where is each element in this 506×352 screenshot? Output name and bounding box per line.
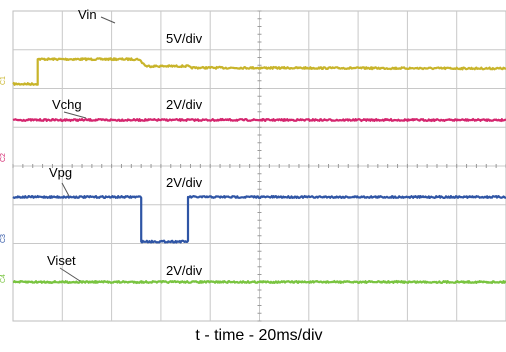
scale-label-viset: 2V/div bbox=[166, 263, 203, 278]
trace-label-vchg: Vchg bbox=[52, 97, 82, 112]
leader-line-vpg bbox=[61, 182, 70, 197]
scale-label-vchg: 2V/div bbox=[166, 97, 203, 112]
grid bbox=[12, 10, 506, 322]
scale-label-vin: 5V/div bbox=[166, 31, 203, 46]
leader-line-vchg bbox=[63, 111, 87, 119]
x-axis-label: t - time - 20ms/div bbox=[195, 327, 322, 344]
trace-label-viset: Viset bbox=[47, 253, 76, 268]
trace-label-vin: Vin bbox=[78, 7, 97, 22]
leader-line-vin bbox=[100, 16, 116, 24]
channel-marker-c3: C3 bbox=[0, 234, 7, 243]
trace-vchg bbox=[12, 118, 506, 122]
trace-vin bbox=[12, 57, 506, 86]
trace-label-vpg: Vpg bbox=[49, 165, 72, 180]
channel-marker-c4: C4 bbox=[0, 274, 7, 283]
leader-line-viset bbox=[59, 267, 81, 282]
traces bbox=[12, 57, 506, 284]
trace-viset bbox=[12, 280, 506, 284]
scale-label-vpg: 2V/div bbox=[166, 175, 203, 190]
trace-vpg bbox=[12, 195, 506, 244]
channel-marker-c2: C2 bbox=[0, 153, 7, 162]
channel-marker-c1: C1 bbox=[0, 76, 7, 85]
